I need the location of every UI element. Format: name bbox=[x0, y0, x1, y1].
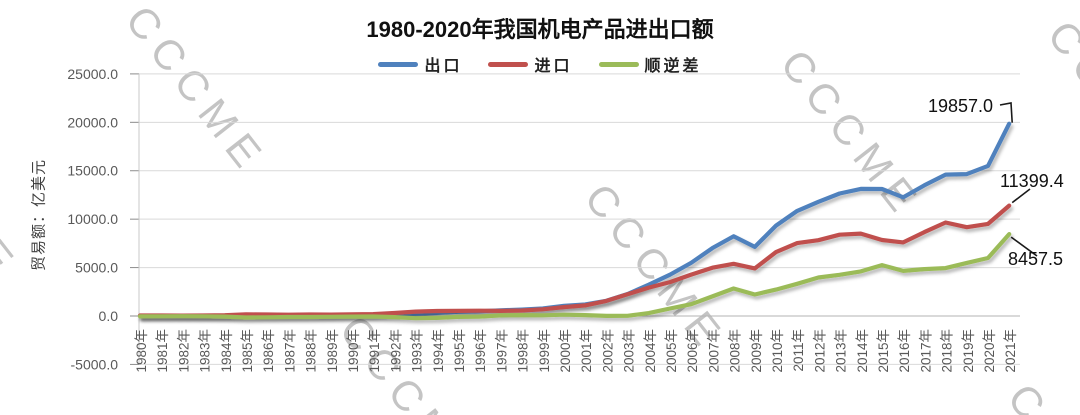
x-tick-label: 1982年 bbox=[176, 329, 191, 373]
x-tick-label: 1990年 bbox=[346, 329, 361, 373]
data-label-balance-2021: 8457.5 bbox=[1008, 249, 1064, 269]
chart-title: 1980-2020年我国机电产品进出口额 bbox=[366, 17, 714, 42]
x-tick-label: 2008年 bbox=[728, 329, 743, 373]
legend-label-balance: 顺逆差 bbox=[644, 58, 702, 75]
y-tick-label: -5000.0 bbox=[71, 356, 119, 372]
data-label-export-2021: 19857.0 bbox=[928, 96, 994, 116]
x-tick-label: 2004年 bbox=[643, 329, 658, 373]
x-tick-label: 2017年 bbox=[918, 329, 933, 373]
leader-line-export bbox=[999, 102, 1013, 123]
x-tick-label: 2019年 bbox=[961, 329, 976, 373]
leader-line-import bbox=[1011, 188, 1031, 204]
x-tick-label: 1995年 bbox=[452, 329, 467, 373]
x-tick-label: 1989年 bbox=[325, 329, 340, 373]
y-tick-label: 5000.0 bbox=[75, 260, 118, 276]
x-tick-label: 1991年 bbox=[367, 329, 382, 373]
x-tick-label: 2018年 bbox=[940, 329, 955, 373]
x-tick-label: 1983年 bbox=[198, 329, 213, 373]
series-line-import bbox=[137, 203, 1012, 318]
legend-label-export: 出口 bbox=[424, 58, 463, 75]
x-tick-label: 2016年 bbox=[897, 329, 912, 373]
legend-line-swatch-balance bbox=[598, 61, 639, 67]
data-label-import-2021: 11399.4 bbox=[1000, 171, 1064, 191]
x-tick-label: 2009年 bbox=[749, 329, 764, 373]
x-tick-label: 1986年 bbox=[261, 329, 276, 373]
y-tick-label: 20000.0 bbox=[67, 114, 118, 130]
x-tick-label: 2000年 bbox=[558, 329, 573, 373]
x-tick-label: 2011年 bbox=[791, 329, 806, 372]
legend-line-swatch-import bbox=[488, 61, 529, 67]
x-tick-label: 2005年 bbox=[664, 329, 679, 373]
x-tick-label: 2002年 bbox=[600, 329, 615, 373]
legend-item-import: 进口 bbox=[488, 52, 572, 76]
x-tick-label: 2006年 bbox=[685, 329, 700, 373]
y-axis-title: 贸易额：亿美元 bbox=[30, 158, 48, 272]
x-tick-label: 2021年 bbox=[1003, 329, 1018, 373]
series-line-export bbox=[137, 121, 1012, 318]
y-tick-label: 0.0 bbox=[99, 308, 119, 324]
x-tick-label: 1994年 bbox=[431, 329, 446, 373]
y-tick-label: 25000.0 bbox=[67, 66, 118, 82]
x-tick-label: 1985年 bbox=[240, 329, 255, 373]
x-tick-label: 2013年 bbox=[834, 329, 849, 373]
x-tick-label: 2012年 bbox=[812, 329, 827, 373]
y-tick-label: 15000.0 bbox=[67, 163, 118, 179]
x-tick-label: 1980年 bbox=[134, 329, 149, 373]
x-tick-label: 2010年 bbox=[770, 329, 785, 373]
x-tick-label: 1993年 bbox=[410, 329, 425, 373]
x-tick-label: 1998年 bbox=[516, 329, 531, 373]
x-tick-label: 1987年 bbox=[282, 329, 297, 373]
x-tick-label: 2015年 bbox=[876, 329, 891, 373]
x-tick-label: 1992年 bbox=[388, 329, 403, 373]
x-tick-label: 2001年 bbox=[579, 329, 594, 373]
x-tick-label: 1996年 bbox=[473, 329, 488, 373]
x-tick-label: 1997年 bbox=[494, 329, 509, 373]
x-tick-label: 2020年 bbox=[982, 329, 997, 373]
x-tick-label: 1988年 bbox=[304, 329, 319, 373]
x-tick-label: 2007年 bbox=[706, 329, 721, 373]
x-tick-label: 2003年 bbox=[622, 329, 637, 373]
legend-line-swatch-export bbox=[378, 61, 419, 67]
series-line-balance bbox=[137, 232, 1012, 321]
x-tick-label: 1984年 bbox=[219, 329, 234, 373]
chart-legend: 出口 进口 顺逆差 bbox=[0, 52, 1080, 76]
legend-item-balance: 顺逆差 bbox=[598, 52, 702, 76]
y-tick-label: 10000.0 bbox=[67, 211, 118, 227]
legend-label-import: 进口 bbox=[534, 58, 573, 75]
legend-item-export: 出口 bbox=[378, 52, 462, 76]
x-tick-label: 1999年 bbox=[537, 329, 552, 373]
leader-line-balance bbox=[1010, 236, 1038, 257]
x-tick-label: 1981年 bbox=[155, 329, 170, 373]
x-tick-label: 2014年 bbox=[855, 329, 870, 373]
